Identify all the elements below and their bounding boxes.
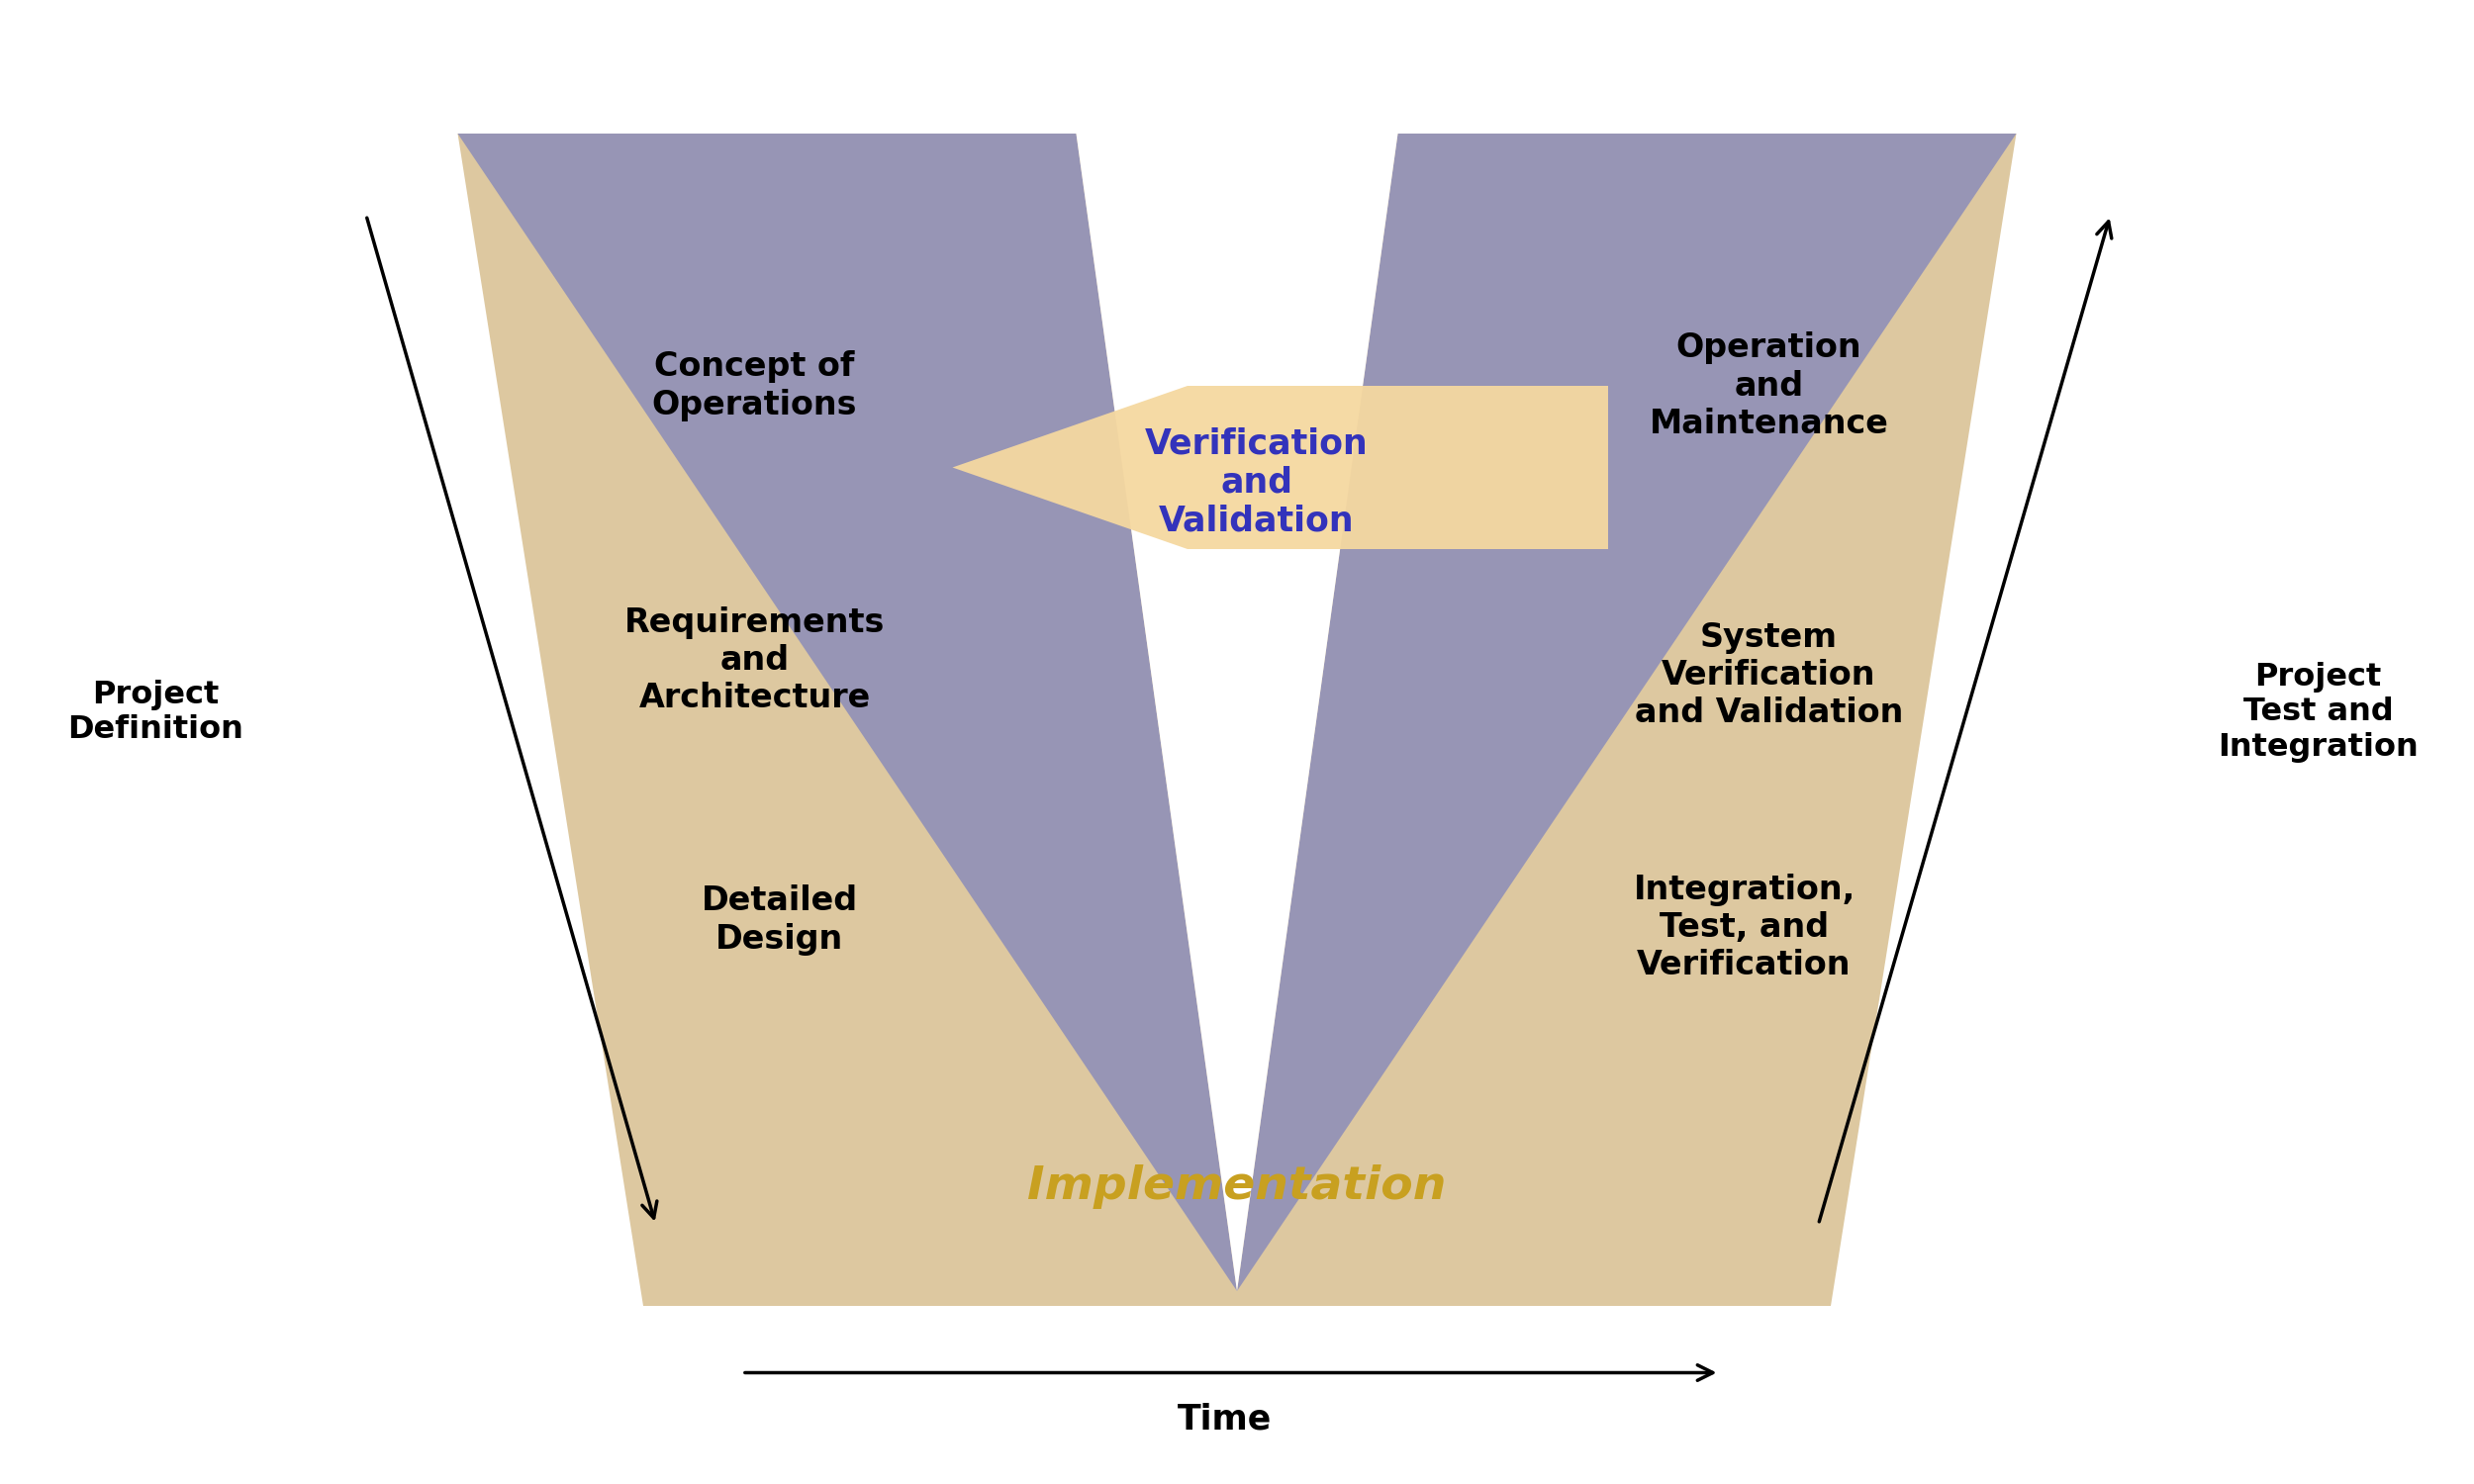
Text: System
Verification
and Validation: System Verification and Validation — [1635, 622, 1903, 729]
Polygon shape — [458, 134, 1237, 1291]
Text: Integration,
Test, and
Verification: Integration, Test, and Verification — [1633, 874, 1856, 981]
Text: Requirements
and
Architecture: Requirements and Architecture — [623, 607, 886, 714]
Text: Detailed
Design: Detailed Design — [700, 884, 858, 956]
Polygon shape — [1237, 134, 2016, 1291]
Text: Project
Definition: Project Definition — [67, 680, 245, 745]
Text: Time: Time — [1178, 1402, 1272, 1437]
Polygon shape — [458, 134, 2016, 1306]
Text: Concept of
Operations: Concept of Operations — [653, 350, 858, 421]
Text: Operation
and
Maintenance: Operation and Maintenance — [1650, 332, 1888, 439]
Text: Verification
and
Validation: Verification and Validation — [1145, 426, 1368, 539]
Text: Project
Test and
Integration: Project Test and Integration — [2217, 662, 2420, 763]
Polygon shape — [952, 386, 1608, 549]
Text: Implementation: Implementation — [1027, 1165, 1447, 1209]
Polygon shape — [1076, 134, 1398, 1291]
